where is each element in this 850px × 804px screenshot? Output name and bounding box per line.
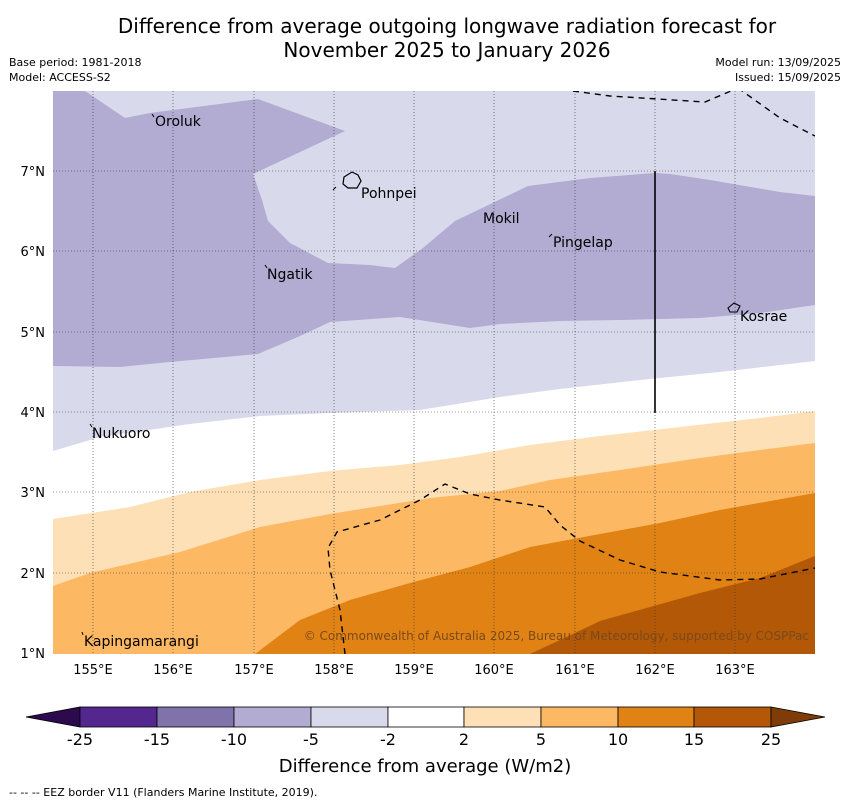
lat-tick: 2°N xyxy=(21,567,46,582)
place-mokil: Mokil xyxy=(483,211,520,227)
colorbar xyxy=(25,706,826,728)
lat-tick: 5°N xyxy=(21,326,46,341)
lat-axis: 7°N 6°N 5°N 4°N 3°N 2°N 1°N xyxy=(21,165,46,662)
lon-tick: 157°E xyxy=(234,663,274,678)
colorbar-tick: 2 xyxy=(459,730,469,749)
eez-footnote: -- -- -- EEZ border V11 (Flanders Marine… xyxy=(9,786,318,799)
band--10--5 xyxy=(53,91,815,367)
colorbar-segment xyxy=(387,706,465,728)
pohnpei-island-shape xyxy=(342,171,362,189)
lat-tick: 7°N xyxy=(21,165,46,180)
colorbar-segment xyxy=(79,706,158,728)
map-title: Difference from average outgoing longwav… xyxy=(0,14,850,62)
colorbar-segment xyxy=(617,706,695,728)
colorbar-extend-high xyxy=(770,706,826,728)
colorbar-extend-low xyxy=(25,706,81,728)
place-pohnpei: Pohnpei xyxy=(361,186,417,202)
copyright-text: © Commonwealth of Australia 2025, Bureau… xyxy=(304,629,809,643)
colorbar-tick: 25 xyxy=(761,730,781,749)
lon-axis: 155°E 156°E 157°E 158°E 159°E 160°E 161°… xyxy=(73,663,755,678)
colorbar-tick: -10 xyxy=(221,730,247,749)
colorbar-label: Difference from average (W/m2) xyxy=(279,756,571,777)
place-kosrae: Kosrae xyxy=(740,309,787,325)
title-line-1: Difference from average outgoing longwav… xyxy=(117,14,777,38)
colorbar-segment xyxy=(693,706,772,728)
band-15-25 xyxy=(530,556,815,654)
model-name: Model: ACCESS-S2 xyxy=(9,71,111,84)
lat-tick: 6°N xyxy=(21,245,46,260)
lon-tick: 159°E xyxy=(394,663,434,678)
lat-tick: 3°N xyxy=(21,486,46,501)
pohnpei-islet xyxy=(332,186,337,191)
lon-tick: 160°E xyxy=(474,663,514,678)
place-ngatik: Ngatik xyxy=(267,267,313,283)
base-period: Base period: 1981-2018 xyxy=(9,56,142,69)
model-run: Model run: 13/09/2025 xyxy=(715,56,841,69)
lon-tick: 163°E xyxy=(715,663,755,678)
colorbar-ticks: -25 -15 -10 -5 -2 2 5 10 15 25 xyxy=(67,730,781,749)
colorbar-segment xyxy=(463,706,542,728)
kapingamarangi-marker xyxy=(81,631,84,636)
place-kapingamarangi: Kapingamarangi xyxy=(84,634,199,650)
nukuoro-marker xyxy=(89,423,93,428)
eez-borders xyxy=(327,91,815,654)
lon-tick: 161°E xyxy=(555,663,595,678)
colorbar-tick: -15 xyxy=(144,730,170,749)
ngatik-marker xyxy=(264,264,268,269)
colorbar-tick: 5 xyxy=(536,730,546,749)
lat-tick: 4°N xyxy=(21,406,46,421)
colorbar-segment xyxy=(540,706,619,728)
place-oroluk: Oroluk xyxy=(155,114,202,130)
lat-tick: 1°N xyxy=(21,647,46,662)
colorbar-segment xyxy=(233,706,312,728)
colorbar-tick: -25 xyxy=(67,730,93,749)
gridlines xyxy=(53,91,815,654)
title-line-2: November 2025 to January 2026 xyxy=(283,38,611,62)
map-panel: Oroluk Pohnpei Mokil Pingelap Ngatik Kos… xyxy=(53,91,815,654)
colorbar-tick: 15 xyxy=(684,730,704,749)
colorbar-tick: -2 xyxy=(380,730,396,749)
colorbar-segment xyxy=(310,706,389,728)
colorbar-tick: 10 xyxy=(608,730,628,749)
lon-tick: 162°E xyxy=(635,663,675,678)
lon-tick: 156°E xyxy=(153,663,193,678)
oroluk-marker xyxy=(151,113,155,118)
place-pingelap: Pingelap xyxy=(553,235,613,251)
colorbar-tick: -5 xyxy=(303,730,319,749)
issued-date: Issued: 15/09/2025 xyxy=(734,71,841,84)
meta-right: Model run: 13/09/2025 Issued: 15/09/2025 xyxy=(715,55,841,85)
pingelap-marker xyxy=(548,233,553,238)
lon-tick: 155°E xyxy=(73,663,113,678)
lon-tick: 158°E xyxy=(314,663,354,678)
meta-left: Base period: 1981-2018 Model: ACCESS-S2 xyxy=(9,55,141,85)
place-nukuoro: Nukuoro xyxy=(92,426,150,442)
kosrae-island-shape xyxy=(727,302,741,313)
colorbar-segment xyxy=(156,706,235,728)
